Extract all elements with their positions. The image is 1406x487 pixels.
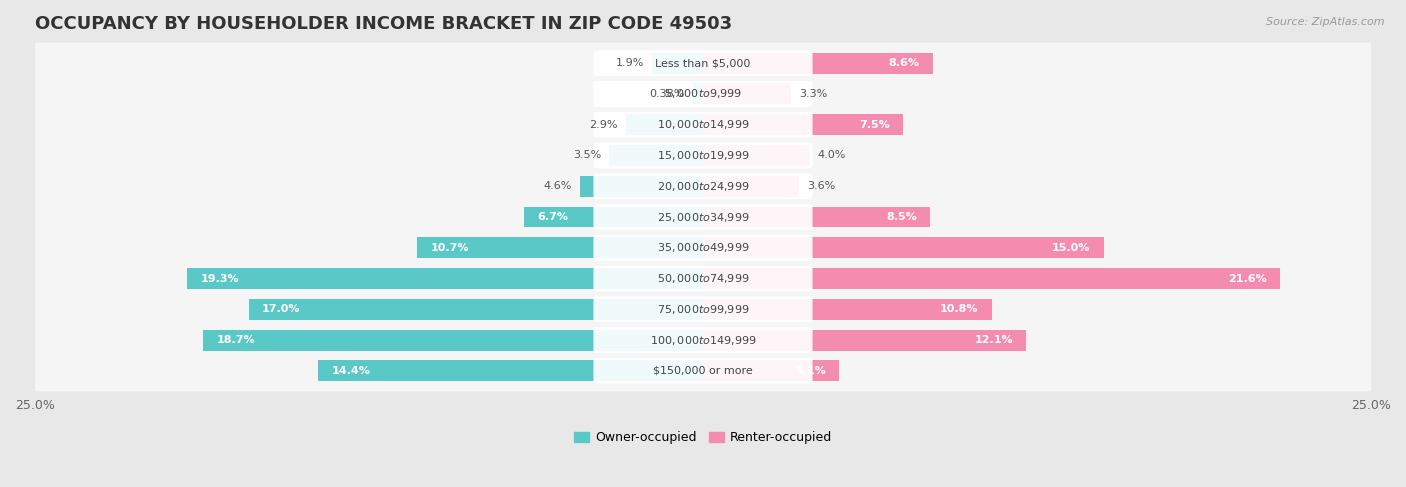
Bar xyxy=(703,145,810,166)
Text: 10.8%: 10.8% xyxy=(939,304,979,314)
Text: $75,000 to $99,999: $75,000 to $99,999 xyxy=(657,303,749,316)
Bar xyxy=(703,237,1104,258)
Text: Less than $5,000: Less than $5,000 xyxy=(655,58,751,68)
FancyBboxPatch shape xyxy=(593,204,813,230)
Bar xyxy=(693,83,703,104)
Bar xyxy=(703,206,931,227)
Text: 17.0%: 17.0% xyxy=(262,304,301,314)
FancyBboxPatch shape xyxy=(593,358,813,384)
Text: 12.1%: 12.1% xyxy=(974,335,1012,345)
FancyBboxPatch shape xyxy=(34,135,1372,176)
FancyBboxPatch shape xyxy=(593,265,813,291)
Bar xyxy=(581,176,703,197)
FancyBboxPatch shape xyxy=(593,297,813,322)
Text: $20,000 to $24,999: $20,000 to $24,999 xyxy=(657,180,749,193)
FancyBboxPatch shape xyxy=(34,319,1372,361)
FancyBboxPatch shape xyxy=(34,104,1372,145)
FancyBboxPatch shape xyxy=(593,143,813,169)
Bar xyxy=(703,176,799,197)
FancyBboxPatch shape xyxy=(34,166,1372,207)
FancyBboxPatch shape xyxy=(34,227,1372,268)
Text: $10,000 to $14,999: $10,000 to $14,999 xyxy=(657,118,749,131)
Text: 18.7%: 18.7% xyxy=(217,335,256,345)
Bar xyxy=(703,360,839,381)
Text: 7.5%: 7.5% xyxy=(859,120,890,130)
FancyBboxPatch shape xyxy=(593,50,813,76)
Text: 3.6%: 3.6% xyxy=(807,181,835,191)
FancyBboxPatch shape xyxy=(34,350,1372,392)
Bar xyxy=(609,145,703,166)
FancyBboxPatch shape xyxy=(593,235,813,261)
FancyBboxPatch shape xyxy=(34,196,1372,238)
Bar xyxy=(703,330,1026,351)
Text: 4.6%: 4.6% xyxy=(544,181,572,191)
Text: 21.6%: 21.6% xyxy=(1227,274,1267,283)
Text: 0.38%: 0.38% xyxy=(650,89,685,99)
Text: OCCUPANCY BY HOUSEHOLDER INCOME BRACKET IN ZIP CODE 49503: OCCUPANCY BY HOUSEHOLDER INCOME BRACKET … xyxy=(35,15,733,33)
Bar xyxy=(626,114,703,135)
Text: 8.5%: 8.5% xyxy=(886,212,917,222)
Text: 14.4%: 14.4% xyxy=(332,366,370,376)
Text: 19.3%: 19.3% xyxy=(201,274,239,283)
Text: 3.3%: 3.3% xyxy=(799,89,828,99)
Text: 3.5%: 3.5% xyxy=(574,150,602,161)
Legend: Owner-occupied, Renter-occupied: Owner-occupied, Renter-occupied xyxy=(574,431,832,444)
FancyBboxPatch shape xyxy=(34,289,1372,330)
FancyBboxPatch shape xyxy=(34,74,1372,114)
Text: 2.9%: 2.9% xyxy=(589,120,617,130)
Text: $150,000 or more: $150,000 or more xyxy=(654,366,752,376)
Text: $5,000 to $9,999: $5,000 to $9,999 xyxy=(664,88,742,100)
Text: 1.9%: 1.9% xyxy=(616,58,644,68)
Text: 6.7%: 6.7% xyxy=(537,212,568,222)
Bar xyxy=(187,268,703,289)
Text: Source: ZipAtlas.com: Source: ZipAtlas.com xyxy=(1267,17,1385,27)
FancyBboxPatch shape xyxy=(34,258,1372,299)
Text: $35,000 to $49,999: $35,000 to $49,999 xyxy=(657,241,749,254)
Text: $50,000 to $74,999: $50,000 to $74,999 xyxy=(657,272,749,285)
Bar xyxy=(249,299,703,320)
Text: 10.7%: 10.7% xyxy=(430,243,470,253)
Text: 4.0%: 4.0% xyxy=(818,150,846,161)
FancyBboxPatch shape xyxy=(593,173,813,199)
FancyBboxPatch shape xyxy=(34,42,1372,84)
Text: 5.1%: 5.1% xyxy=(796,366,825,376)
Bar xyxy=(524,206,703,227)
Bar xyxy=(703,299,991,320)
FancyBboxPatch shape xyxy=(593,112,813,138)
Text: $25,000 to $34,999: $25,000 to $34,999 xyxy=(657,210,749,224)
FancyBboxPatch shape xyxy=(593,81,813,107)
Bar xyxy=(703,114,904,135)
Text: 15.0%: 15.0% xyxy=(1052,243,1091,253)
Bar xyxy=(652,53,703,74)
Text: 8.6%: 8.6% xyxy=(889,58,920,68)
Text: $100,000 to $149,999: $100,000 to $149,999 xyxy=(650,334,756,347)
Bar xyxy=(703,53,932,74)
Bar xyxy=(703,268,1281,289)
Bar xyxy=(418,237,703,258)
Text: $15,000 to $19,999: $15,000 to $19,999 xyxy=(657,149,749,162)
Bar xyxy=(204,330,703,351)
Bar xyxy=(703,83,792,104)
FancyBboxPatch shape xyxy=(593,327,813,353)
Bar xyxy=(318,360,703,381)
